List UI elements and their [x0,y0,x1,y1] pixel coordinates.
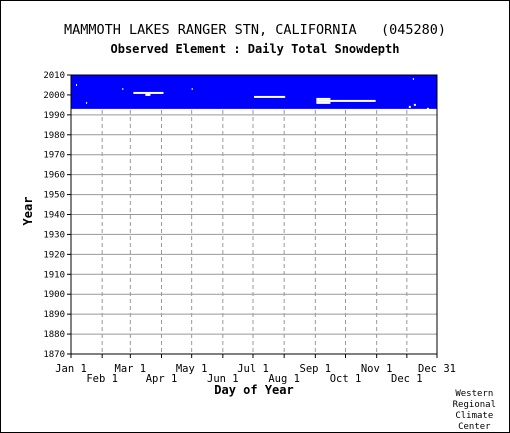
data-layer [71,75,437,110]
missing-data-segment [316,99,376,102]
missing-data-segment [145,93,151,96]
missing-data-segment [316,101,331,104]
x-tick-label: Aug 1 [268,373,300,385]
x-tick-label: Dec 1 [391,373,423,385]
axis-layer: 1870 1880 1890 1900 1910 1920 1930 1940 1950 1960… [43,71,456,385]
missing-data-segment [316,97,331,100]
y-tick-label: 1890 [43,310,65,320]
y-tick-label: 1870 [43,350,65,360]
y-tick-label: 1960 [43,171,65,181]
missing-data-segment [408,105,411,108]
data-coverage-band [71,75,437,109]
grid-lines [70,74,438,355]
x-tick-label: Feb 1 [86,373,118,385]
missing-data-segment [191,87,193,90]
credit-line: Center [458,422,491,432]
x-tick-label: Mar 1 [115,363,147,375]
x-tick-label: Jul 1 [237,363,269,375]
y-tick-label: 1930 [43,230,65,240]
y-tick-label: 1880 [43,330,65,340]
missing-data-segment [133,91,164,94]
missing-data-segment [122,87,124,90]
credit-line: Climate [455,411,494,421]
chart-title: MAMMOTH LAKES RANGER STN, CALIFORNIA (04… [63,22,446,38]
y-tick-label: 2000 [43,91,65,101]
y-axis-label: Year [21,197,35,226]
y-tick-label: 1950 [43,191,65,201]
missing-data-segment [412,77,414,80]
credit-line: Western [455,389,494,399]
credit-block: Western Regional Climate Center [453,389,496,433]
missing-data-segment [413,103,416,106]
x-tick-label: Dec 31 [418,363,456,375]
x-axis-label: Day of Year [214,383,293,397]
x-tick-label: Apr 1 [146,373,178,385]
x-tick-label: Jan 1 [55,363,87,375]
missing-data-segment [254,95,286,98]
y-tick-label: 1900 [43,290,65,300]
y-tick-label: 2010 [43,71,65,81]
missing-data-segment [426,107,429,110]
y-tick-label: 1920 [43,250,65,260]
credit-line: Regional [452,400,496,410]
y-tick-label: 1970 [43,151,65,161]
chart-subtitle: Observed Element : Daily Total Snowdepth [110,42,400,56]
x-tick-label: May 1 [176,363,208,375]
x-tick-label: Oct 1 [330,373,362,385]
y-tick-label: 1940 [43,211,65,221]
y-tick-label: 1980 [43,131,65,141]
y-tick-label: 1990 [43,111,65,121]
missing-data-segment [86,101,88,104]
missing-data-segment [76,83,78,86]
x-tick-label: Jun 1 [207,373,239,385]
x-tick-label: Nov 1 [361,363,393,375]
y-tick-label: 1910 [43,270,65,280]
x-tick-label: Sep 1 [300,363,332,375]
